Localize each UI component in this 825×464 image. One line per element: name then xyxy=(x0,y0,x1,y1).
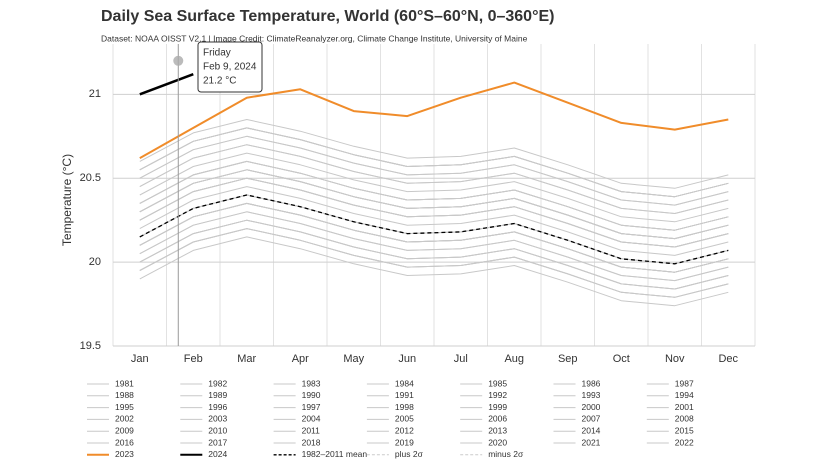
legend-label[interactable]: 1982 xyxy=(208,378,227,388)
x-tick-label: Dec xyxy=(718,353,738,365)
legend-label[interactable]: 2020 xyxy=(488,437,507,447)
series-line xyxy=(139,211,729,282)
legend-label[interactable]: 1990 xyxy=(302,390,321,400)
legend-label[interactable]: 2015 xyxy=(675,425,694,435)
legend-label[interactable]: 1992 xyxy=(488,390,507,400)
tooltip-weekday: Friday xyxy=(203,48,231,59)
tooltip-box xyxy=(197,41,263,93)
legend-label[interactable]: 2001 xyxy=(675,402,694,412)
tooltip-point xyxy=(173,55,184,66)
legend-label[interactable]: 2008 xyxy=(675,414,694,424)
legend-label[interactable]: 1993 xyxy=(582,390,601,400)
legend-label[interactable]: 2010 xyxy=(208,425,227,435)
series-line xyxy=(139,152,729,223)
legend-label[interactable]: 2003 xyxy=(208,414,227,424)
y-tick-label: 21 xyxy=(89,88,101,100)
legend-label[interactable]: 1982–2011 mean xyxy=(302,449,368,459)
legend-label[interactable]: 2013 xyxy=(488,425,507,435)
chart-subtitle: Dataset: NOAA OISST V2.1 | Image Credit:… xyxy=(101,33,528,43)
legend-label[interactable]: 1999 xyxy=(488,402,507,412)
legend-label[interactable]: 1996 xyxy=(208,402,227,412)
legend-label[interactable]: 1991 xyxy=(395,390,414,400)
series-line xyxy=(139,169,729,240)
legend-label[interactable]: 2021 xyxy=(582,437,601,447)
series-line xyxy=(139,177,729,248)
legend-label[interactable]: 2005 xyxy=(395,414,414,424)
legend-label[interactable]: 2009 xyxy=(115,425,134,435)
tooltip-value: 21.2 °C xyxy=(203,76,236,87)
legend-label[interactable]: 1995 xyxy=(115,402,134,412)
series-line xyxy=(139,228,729,298)
legend-label[interactable]: 1986 xyxy=(582,378,601,388)
y-axis-label: Temperature (°C) xyxy=(60,154,74,246)
legend-label[interactable]: 1981 xyxy=(115,378,134,388)
legend-label[interactable]: 2014 xyxy=(582,425,601,435)
series-line xyxy=(139,73,194,96)
legend-label[interactable]: 1998 xyxy=(395,402,414,412)
x-tick-label: Feb xyxy=(184,353,203,365)
legend-label[interactable]: 2018 xyxy=(302,437,321,447)
legend-label[interactable]: 2006 xyxy=(488,414,507,424)
y-tick-label: 19.5 xyxy=(80,340,101,352)
series-line xyxy=(139,160,729,231)
x-tick-label: Jun xyxy=(398,353,416,365)
legend-label[interactable]: 2000 xyxy=(582,402,601,412)
legend-label[interactable]: plus 2σ xyxy=(395,449,424,459)
legend-label[interactable]: 1983 xyxy=(302,378,321,388)
series-line xyxy=(139,202,729,273)
chart-title: Daily Sea Surface Temperature, World (60… xyxy=(101,8,554,25)
legend-label[interactable]: 1989 xyxy=(208,390,227,400)
x-tick-label: Oct xyxy=(613,353,630,365)
series-line xyxy=(139,81,729,159)
legend-label[interactable]: 1988 xyxy=(115,390,134,400)
series-line xyxy=(139,119,729,189)
legend-label[interactable]: 2024 xyxy=(208,449,227,459)
x-tick-label: Nov xyxy=(665,353,685,365)
x-tick-label: Apr xyxy=(292,353,309,365)
series-line xyxy=(139,194,729,265)
legend-label[interactable]: 1984 xyxy=(395,378,414,388)
legend-label[interactable]: 2017 xyxy=(208,437,227,447)
series-line xyxy=(139,236,729,307)
x-tick-label: May xyxy=(343,353,364,365)
legend-label[interactable]: 2022 xyxy=(675,437,694,447)
x-tick-label: Mar xyxy=(237,353,256,365)
legend-label[interactable]: 2002 xyxy=(115,414,134,424)
legend-label[interactable]: 2019 xyxy=(395,437,414,447)
legend-label[interactable]: 1994 xyxy=(675,390,694,400)
legend-label[interactable]: 1997 xyxy=(302,402,321,412)
series-line xyxy=(139,219,729,290)
series-line xyxy=(139,135,729,206)
legend-label[interactable]: 2004 xyxy=(302,414,321,424)
legend-label[interactable]: 2011 xyxy=(302,425,321,435)
series-line xyxy=(139,144,729,214)
legend-label[interactable]: 2012 xyxy=(395,425,414,435)
x-tick-label: Aug xyxy=(504,353,524,365)
legend-label[interactable]: 2016 xyxy=(115,437,134,447)
x-tick-label: Jul xyxy=(454,353,468,365)
legend-label[interactable]: 1987 xyxy=(675,378,694,388)
y-tick-label: 20 xyxy=(89,256,101,268)
legend-label[interactable]: 2007 xyxy=(582,414,601,424)
x-tick-label: Jan xyxy=(131,353,149,365)
series-line xyxy=(139,186,729,256)
legend-label[interactable]: 1985 xyxy=(488,378,507,388)
legend-label[interactable]: 2023 xyxy=(115,449,134,459)
legend-label[interactable]: minus 2σ xyxy=(488,449,524,459)
tooltip: Friday Feb 9, 2024 21.2 °C xyxy=(197,41,263,93)
y-tick-label: 20.5 xyxy=(80,172,101,184)
tooltip-date: Feb 9, 2024 xyxy=(203,62,257,73)
x-tick-label: Sep xyxy=(558,353,578,365)
series-line xyxy=(139,127,729,198)
